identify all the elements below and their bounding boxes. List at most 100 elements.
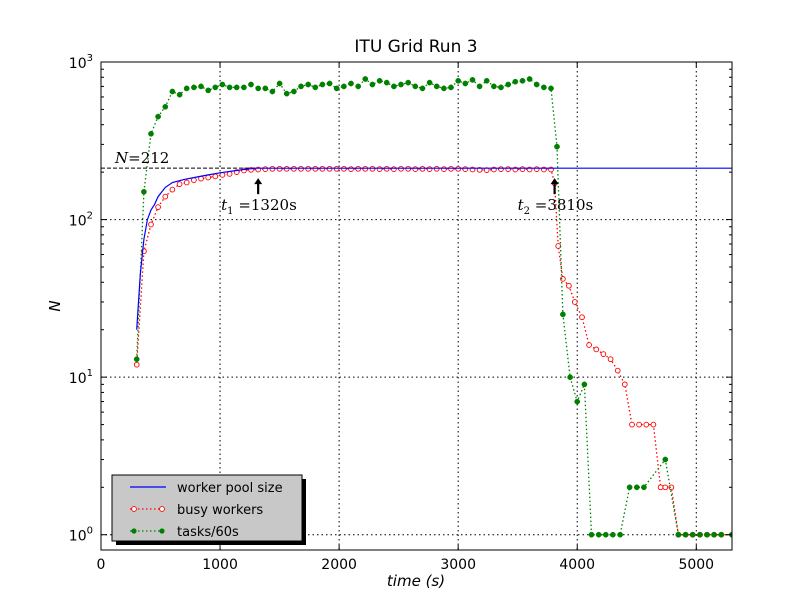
data-point [614, 367, 621, 374]
data-point [600, 351, 607, 357]
x-tick-label: 0 [97, 557, 106, 573]
y-tick-exponent: 2 [87, 211, 93, 222]
plot-border [100, 61, 733, 551]
data-point [376, 166, 383, 172]
data-point [205, 174, 212, 181]
data-point [610, 531, 616, 538]
arrow-label-value: 1320s [251, 196, 297, 214]
data-point [491, 83, 497, 90]
y-tick-exponent: 0 [87, 526, 93, 537]
data-point [697, 531, 703, 538]
legend-label: tasks/60s [177, 525, 239, 540]
data-point [571, 299, 578, 305]
y-tick-label: 103 [69, 53, 93, 72]
arrow-label: t1 =1320s [221, 196, 297, 217]
data-point [675, 531, 682, 538]
data-point [233, 84, 240, 91]
data-point [643, 421, 650, 428]
legend-marker [159, 528, 165, 534]
data-point [441, 85, 447, 92]
data-point [183, 85, 190, 92]
legend-item: tasks/60s [130, 525, 239, 540]
data-point [326, 80, 333, 87]
data-point [526, 76, 533, 82]
y-tick-base: 10 [69, 371, 87, 387]
data-point [212, 173, 219, 180]
data-point [212, 84, 219, 91]
data-point [298, 165, 304, 172]
data-point [607, 356, 614, 363]
data-point [483, 77, 490, 84]
data-point [586, 342, 592, 348]
series-line [136, 168, 732, 536]
data-point [262, 166, 269, 172]
data-point [433, 165, 440, 172]
reference-line-equals: = [128, 149, 141, 167]
y-tick-base: 10 [69, 56, 87, 72]
series-worker-pool-size [136, 167, 732, 330]
legend-item: busy workers [130, 503, 263, 518]
data-point [662, 484, 669, 491]
y-tick-label: 101 [69, 368, 93, 387]
data-point [462, 80, 469, 87]
data-point [560, 311, 566, 318]
data-point [319, 81, 326, 88]
data-point [412, 166, 419, 172]
data-point [718, 531, 725, 538]
data-point [593, 346, 600, 353]
data-point [319, 165, 326, 172]
data-point [602, 531, 609, 538]
data-point [426, 166, 433, 172]
y-tick-exponent: 3 [87, 53, 93, 64]
data-point [448, 165, 454, 172]
plot-area [101, 62, 732, 550]
arrow-label-value: 3810s [547, 196, 593, 214]
data-point [519, 166, 526, 172]
data-point [155, 113, 161, 120]
data-point [291, 88, 297, 95]
data-point [419, 85, 426, 92]
y-tick-label: 100 [69, 526, 93, 545]
data-point [650, 421, 657, 428]
arrow-label-variable: t [518, 196, 525, 214]
data-point [333, 165, 340, 172]
data-point [560, 276, 566, 282]
data-point [626, 484, 633, 491]
data-point [276, 80, 283, 87]
data-point [205, 87, 212, 94]
arrow-label-equals: = [234, 196, 251, 214]
series-line [136, 167, 732, 330]
arrow-label-subscript: 1 [227, 206, 233, 217]
data-point [711, 531, 717, 538]
data-point [133, 356, 140, 363]
reference-line-label: N=212 [114, 149, 169, 167]
data-point [588, 531, 595, 538]
data-point [391, 166, 397, 172]
data-point [554, 143, 560, 150]
x-tick-label: 4000 [559, 557, 595, 573]
data-point [326, 165, 333, 172]
legend-box [111, 474, 303, 542]
data-point [191, 84, 197, 91]
data-point [362, 76, 369, 82]
data-point [162, 103, 169, 110]
data-point [383, 79, 390, 86]
y-tick-exponent: 1 [87, 368, 93, 379]
legend-marker [159, 506, 165, 512]
legend-label: worker pool size [177, 481, 283, 496]
data-point [398, 165, 404, 172]
reference-line-variable: N [114, 149, 129, 167]
data-point [541, 84, 547, 91]
data-point [355, 83, 362, 90]
data-point [433, 83, 440, 90]
data-point [183, 179, 190, 186]
data-point [405, 165, 412, 172]
data-point [448, 84, 454, 91]
data-point [269, 88, 276, 95]
data-point [567, 374, 573, 381]
data-point [476, 83, 483, 90]
data-point [689, 531, 696, 538]
